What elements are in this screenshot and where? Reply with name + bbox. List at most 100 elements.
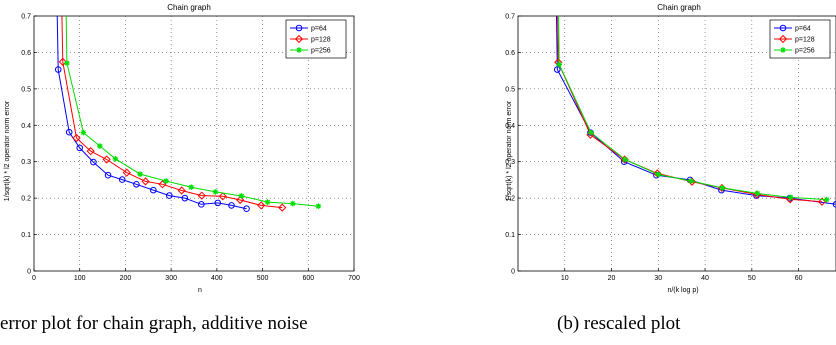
series-group: [54, 16, 322, 213]
y-tick-label: 0.1: [505, 232, 515, 239]
data-point: [588, 129, 594, 136]
x-tick-label: 50: [748, 275, 756, 282]
data-point: [197, 191, 206, 200]
data-point: [65, 128, 73, 136]
legend-item: p=64: [290, 24, 327, 33]
data-point: [553, 66, 561, 73]
data-point: [655, 171, 662, 178]
data-point: [832, 201, 836, 208]
plot-area: [517, 15, 836, 272]
x-tick-label: 600: [302, 275, 314, 282]
x-tick-label: 500: [257, 275, 269, 282]
data-point: [212, 189, 219, 195]
chart-title: Chain graph: [657, 3, 701, 12]
data-point: [817, 197, 827, 206]
y-tick-label: 0.7: [505, 14, 515, 21]
x-tick-label: 700: [348, 275, 360, 282]
data-point: [86, 147, 95, 156]
data-point: [238, 193, 245, 199]
legend-marker: [294, 34, 304, 44]
data-point: [786, 195, 795, 204]
y-tick-label: 0.6: [505, 50, 515, 57]
legend-marker: [779, 24, 787, 32]
data-point: [787, 194, 794, 201]
caption-a: error plot for chain graph, additive noi…: [0, 313, 308, 334]
series-group: [553, 16, 836, 208]
x-tick-label: 200: [120, 275, 132, 282]
legend-label: p=128: [311, 37, 331, 44]
x-tick-label: 0: [32, 275, 36, 282]
data-point: [72, 133, 81, 143]
data-point: [556, 61, 562, 68]
data-point: [823, 196, 830, 203]
chart-chain-graph-n: Chain graph 1/sqrt(k) * l2 operator norm…: [4, 3, 360, 294]
data-point: [236, 195, 245, 205]
legend: p=64 p=128 p=256: [285, 19, 347, 59]
data-point: [218, 192, 227, 201]
data-point: [137, 171, 143, 177]
y-axis-label: 1/sqrt(k) * l2 operator norm error: [506, 100, 513, 201]
legend-item: p=128: [290, 34, 331, 44]
y-tick-label: 0.3: [505, 159, 515, 166]
data-point: [719, 185, 726, 191]
legend-label: p=64: [795, 26, 811, 33]
x-tick-label: 100: [74, 275, 86, 282]
x-tick-label: 10: [561, 275, 569, 282]
data-point: [104, 171, 112, 179]
data-point: [150, 186, 157, 194]
chart-title: Chain graph: [167, 3, 211, 12]
data-point: [315, 203, 322, 209]
series-line: [56, 16, 247, 210]
data-point: [228, 202, 235, 209]
y-tick-label: 0.6: [21, 50, 31, 57]
legend-item: p=256: [290, 47, 331, 55]
y-tick-label: 0.7: [21, 14, 31, 21]
data-point: [214, 199, 222, 207]
grid: [34, 16, 354, 271]
data-point: [243, 205, 250, 213]
data-point: [653, 169, 662, 178]
legend-marker: [780, 47, 786, 53]
data-point: [754, 190, 761, 197]
data-point: [163, 178, 169, 184]
data-point: [76, 144, 84, 152]
data-point: [166, 192, 173, 199]
x-tick-label: 30: [654, 275, 662, 282]
data-point: [278, 203, 287, 212]
y-tick-label: 0: [511, 269, 515, 276]
data-point: [112, 156, 119, 162]
data-point: [177, 186, 186, 195]
data-point: [257, 201, 266, 210]
series-p-256: [64, 16, 322, 209]
y-tick-label: 0.2: [21, 196, 31, 203]
y-tick-label: 0.2: [505, 196, 515, 203]
x-tick-label: 40: [701, 275, 709, 282]
legend-label: p=64: [311, 26, 327, 33]
data-point: [102, 155, 111, 164]
y-axis-label: 1/sqrt(k) * l2 operator norm error: [4, 100, 11, 201]
data-point: [181, 194, 189, 202]
data-point: [141, 177, 150, 186]
x-tick-label: 300: [165, 275, 177, 282]
series-p-128: [58, 16, 287, 212]
legend-item: p=128: [774, 34, 815, 44]
y-tick-label: 0: [27, 269, 31, 276]
plot-area: [33, 15, 355, 272]
y-tick-label: 0.5: [505, 86, 515, 93]
data-point: [289, 200, 296, 207]
data-point: [64, 60, 70, 66]
x-tick-label: 400: [211, 275, 223, 282]
data-point: [133, 181, 140, 188]
data-point: [264, 199, 271, 205]
data-point: [688, 178, 694, 184]
y-tick-label: 0.3: [21, 159, 31, 166]
legend-marker: [295, 24, 303, 32]
data-point: [80, 129, 87, 136]
y-tick-label: 0.4: [505, 123, 515, 130]
x-tick-label: 20: [608, 275, 616, 282]
axis-ticks: 0 100 200 300 400 500 600 700 0 0.1 0.2 0.3 0.4 0.5 0.…: [21, 14, 360, 283]
legend-item: p=256: [774, 47, 815, 55]
data-point: [622, 156, 628, 163]
data-point: [58, 57, 67, 67]
